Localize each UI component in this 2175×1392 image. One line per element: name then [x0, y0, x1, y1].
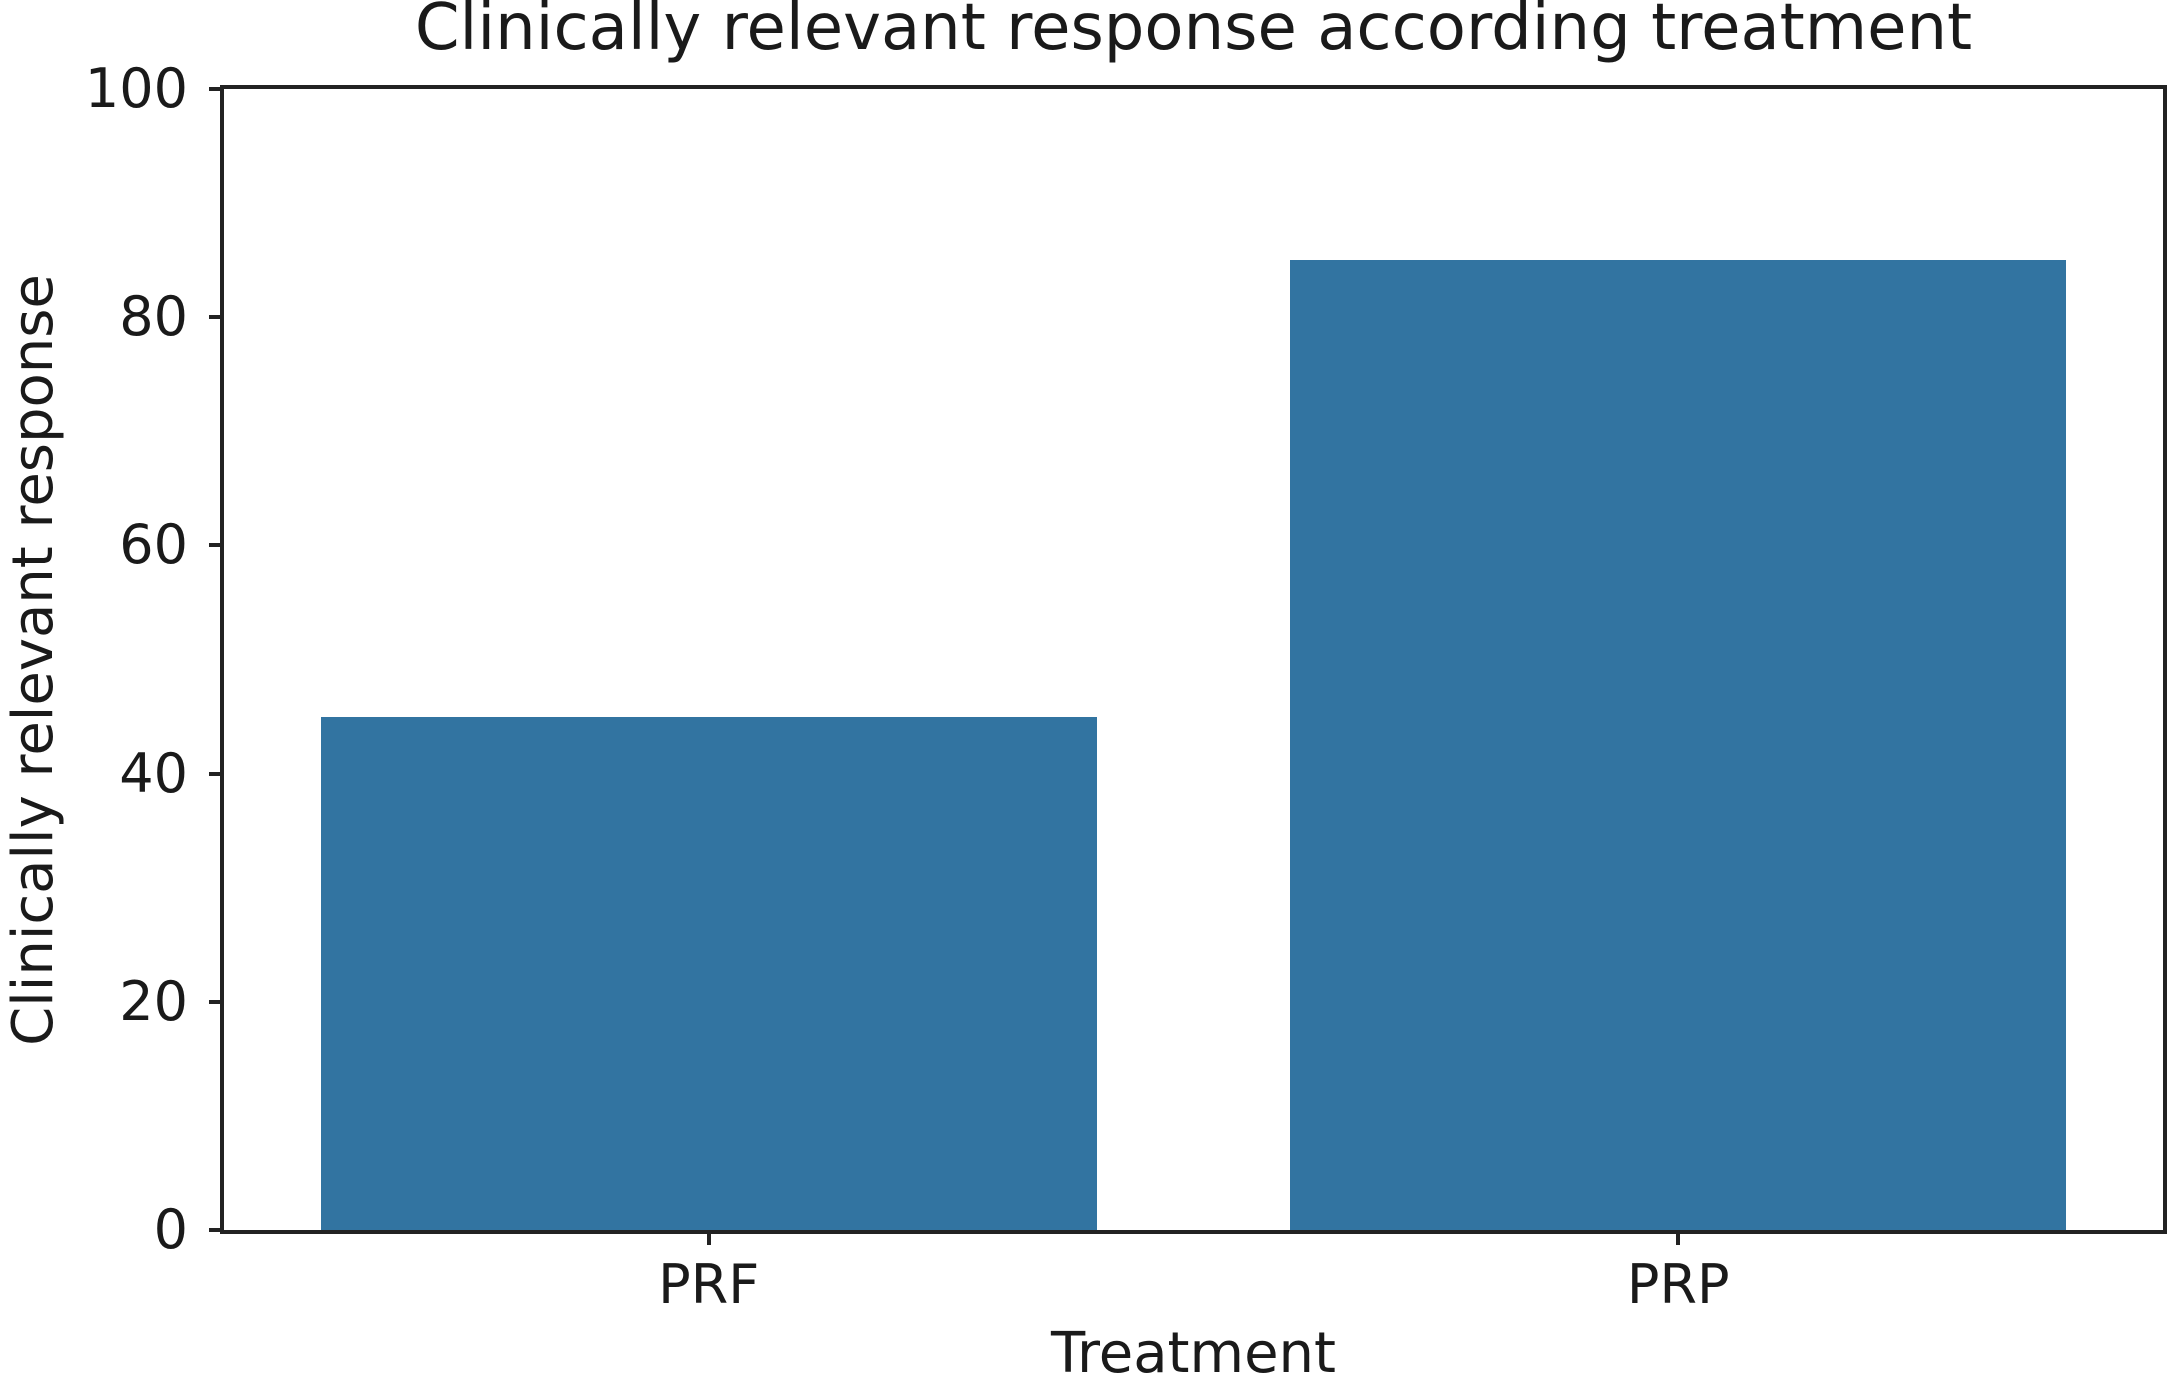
y-tick-mark [209, 315, 224, 320]
x-tick-mark [706, 1230, 711, 1245]
x-tick-mark [1676, 1230, 1681, 1245]
chart-title: Clinically relevant response according t… [414, 0, 1973, 65]
y-tick-label: 60 [119, 513, 188, 577]
y-tick-label: 20 [119, 969, 188, 1033]
y-tick-label: 40 [119, 741, 188, 805]
bar-prf [320, 716, 1097, 1230]
y-tick-mark [209, 999, 224, 1004]
bar-prp [1290, 260, 2067, 1230]
y-tick-label: 80 [119, 285, 188, 349]
y-tick-label: 100 [84, 57, 188, 120]
y-tick-mark [209, 771, 224, 776]
y-axis-label: Clinically relevant response [1, 274, 66, 1046]
plot-area: 0 20 40 60 80 100 PRF PRP [85, 62, 2167, 1312]
x-axis-label: Treatment [1051, 1321, 1336, 1386]
y-tick-mark [209, 543, 224, 548]
y-tick-mark [209, 1228, 224, 1232]
x-tick-label: PRP [1626, 1253, 1730, 1316]
y-tick-label: 0 [153, 1198, 188, 1261]
y-tick-mark [209, 87, 224, 91]
x-tick-label: PRF [658, 1253, 760, 1316]
